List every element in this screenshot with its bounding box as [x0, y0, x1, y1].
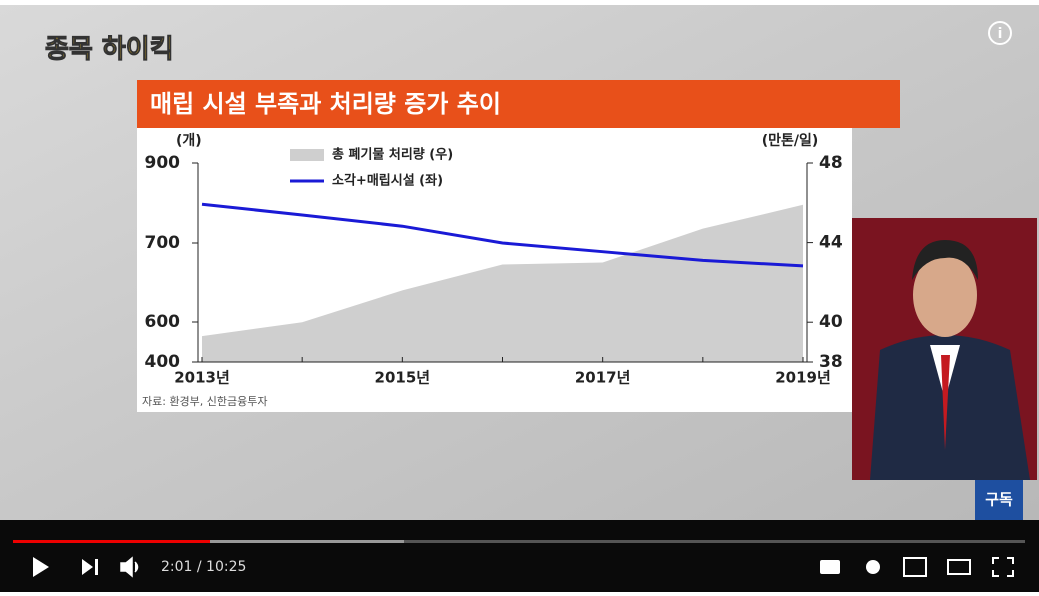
source: 자료: 환경부, 신한금융투자: [142, 395, 268, 408]
x-tick-label: 2017년: [575, 369, 631, 387]
y-axis-label: (개): [176, 133, 202, 149]
volume-button[interactable]: [120, 556, 139, 578]
title-bar: [137, 80, 900, 128]
play-button[interactable]: [33, 557, 49, 577]
chart-title: 매립 시설 부족과 처리량 증가 추이: [150, 90, 501, 118]
fullscreen-button[interactable]: [992, 557, 1014, 577]
subscribe-text: 구독: [985, 491, 1013, 509]
y2-tick-label: 38: [819, 352, 843, 372]
info-icon: i: [998, 26, 1003, 42]
top-edge: [0, 0, 1039, 5]
area: [202, 204, 803, 362]
x-tick-label: 2019년: [775, 369, 831, 387]
theater-button[interactable]: [947, 559, 971, 575]
y-tick-label: 900: [145, 153, 181, 173]
captions-button[interactable]: [820, 560, 840, 574]
y-tick-label: 400: [145, 352, 181, 372]
y-tick-label: 700: [145, 233, 181, 253]
controls-bar: [0, 520, 1039, 592]
y2-tick-label: 40: [819, 312, 843, 332]
miniplayer-button[interactable]: [903, 557, 927, 577]
y-tick-label: 600: [145, 312, 181, 332]
line: [201, 202, 804, 268]
y2-tick-label: 48: [819, 153, 843, 173]
progress-track[interactable]: [13, 540, 1025, 543]
y2-axis-label: (만톤/일): [762, 133, 819, 149]
progress-played: [13, 540, 210, 543]
x-tick-label: 2013년: [174, 369, 230, 387]
chart: 400 600 700 900 38 40 44 48 2013년 2015년 2017년 2019년…: [145, 147, 843, 387]
next-button[interactable]: [82, 559, 98, 575]
y2-tick-label: 44: [819, 233, 843, 253]
presenter: [852, 218, 1037, 480]
settings-button[interactable]: [866, 560, 880, 574]
info-button[interactable]: [988, 21, 1012, 45]
x-tick-label: 2015년: [375, 369, 431, 387]
time-display: 2:01 / 10:25: [161, 559, 246, 575]
legend-swatch: [290, 149, 324, 161]
show-logo: 종목 하이킥: [45, 35, 174, 65]
legend-label: 소각+매립시설 (좌): [332, 173, 443, 189]
legend-label: 총 폐기물 처리량 (우): [332, 147, 453, 163]
